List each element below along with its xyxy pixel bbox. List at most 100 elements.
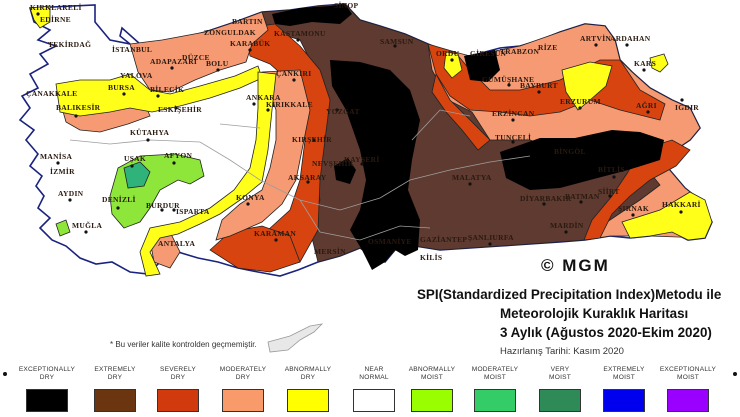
map-title-line1: SPI(Standardized Precipitation Index)Met… (417, 287, 722, 302)
svg-text:ANTALYA: ANTALYA (158, 239, 196, 248)
legend-item-severely-dry: SEVERELY DRY (146, 366, 210, 412)
svg-text:NEVŞEHİR: NEVŞEHİR (312, 158, 354, 168)
svg-text:MERSİN: MERSİN (314, 246, 346, 256)
legend-item-exceptionally-moist: EXCEPTIONALLY MOIST (656, 366, 720, 412)
svg-text:SAMSUN: SAMSUN (380, 37, 414, 46)
legend: EXCEPTIONALLY DRY EXTREMELY DRY SEVERELY DR… (0, 366, 740, 417)
svg-text:UŞAK: UŞAK (124, 154, 146, 163)
zone-abnormally-dry-hakkari (621, 191, 713, 241)
svg-text:AFYON: AFYON (164, 151, 192, 160)
svg-text:TRABZON: TRABZON (500, 47, 539, 56)
svg-text:ARTVİN: ARTVİN (580, 33, 611, 43)
svg-text:KARAMAN: KARAMAN (254, 229, 296, 238)
legend-bullet-right (733, 372, 737, 376)
svg-text:MARDİN: MARDİN (550, 220, 584, 230)
svg-text:BOLU: BOLU (206, 59, 229, 68)
legend-item-moderately-dry: MODERATELY DRY (211, 366, 275, 412)
svg-text:OSMANİYE: OSMANİYE (368, 236, 412, 246)
svg-text:GİRESUN: GİRESUN (470, 48, 507, 58)
map-title-line2: Meteorolojik Kuraklık Haritası (500, 306, 689, 321)
svg-text:DİYARBAKIR: DİYARBAKIR (520, 193, 572, 203)
legend-swatch (603, 389, 645, 412)
cyprus-island (267, 323, 324, 353)
svg-text:DENİZLİ: DENİZLİ (102, 194, 136, 204)
legend-item-abnormally-moist: ABNORMALLY MOIST (400, 366, 464, 412)
svg-text:ISPARTA: ISPARTA (176, 207, 210, 216)
zone-exceptionally-dry-trabzon (464, 50, 500, 82)
zone-exceptionally-dry-central (330, 60, 420, 270)
svg-text:BARTIN: BARTIN (232, 17, 263, 26)
legend-swatch (222, 389, 264, 412)
svg-text:BATMAN: BATMAN (565, 192, 600, 201)
svg-text:ESKİŞEHİR: ESKİŞEHİR (158, 104, 202, 114)
svg-text:KIRIKKALE: KIRIKKALE (266, 100, 313, 109)
legend-swatch (287, 389, 329, 412)
zone-exceptionally-dry-sinop (272, 4, 352, 26)
zone-abnormally-dry-thrace (29, 5, 51, 29)
svg-text:MANİSA: MANİSA (40, 151, 73, 161)
svg-text:AĞRI: AĞRI (636, 100, 657, 110)
svg-text:ANKARA: ANKARA (246, 93, 281, 102)
svg-text:TEKİRDAĞ: TEKİRDAĞ (48, 39, 91, 49)
zone-abnormally-dry-ordu (443, 51, 463, 79)
legend-item-moderately-moist: MODERATELY MOIST (463, 366, 527, 412)
legend-item-abnormally-dry: ABNORMALLY DRY (276, 366, 340, 412)
region-boundary-lines (69, 109, 531, 241)
svg-text:KİLİS: KİLİS (420, 252, 442, 262)
svg-text:GÜMÜŞHANE: GÜMÜŞHANE (482, 75, 534, 84)
svg-text:KIRKLARELİ: KIRKLARELİ (30, 2, 82, 12)
svg-text:ARDAHAN: ARDAHAN (610, 34, 651, 43)
svg-text:MALATYA: MALATYA (452, 173, 492, 182)
prepared-date: Hazırlanış Tarihi: Kasım 2020 (500, 346, 624, 357)
legend-item-near-normal: NEAR NORMAL (342, 366, 406, 412)
svg-text:BİNGÖL: BİNGÖL (554, 146, 586, 156)
svg-text:YALOVA: YALOVA (120, 71, 153, 80)
svg-text:ERZURUM: ERZURUM (560, 97, 601, 106)
zone-severely-dry-northeast (427, 43, 666, 121)
quality-control-note: * Bu veriler kalite kontrolden geçmemişt… (110, 340, 257, 349)
legend-swatch (474, 389, 516, 412)
zone-abnormally-moist-mugla (55, 219, 71, 237)
legend-item-extremely-moist: EXTREMELY MOIST (592, 366, 656, 412)
legend-swatch (26, 389, 68, 412)
svg-text:KASTAMONU: KASTAMONU (274, 29, 326, 38)
legend-swatch (411, 389, 453, 412)
svg-text:İSTANBUL: İSTANBUL (112, 44, 152, 54)
svg-text:BURSA: BURSA (108, 83, 135, 92)
svg-text:BİLECİK: BİLECİK (150, 84, 184, 94)
svg-text:EDİRNE: EDİRNE (40, 14, 71, 24)
svg-text:YOZGAT: YOZGAT (326, 107, 360, 116)
zone-severely-dry-erzincan-belt (431, 72, 491, 151)
legend-swatch (539, 389, 581, 412)
zone-abnormally-dry-ankara-ring (139, 71, 277, 277)
svg-text:ERZİNCAN: ERZİNCAN (492, 108, 535, 118)
svg-text:ORDU: ORDU (436, 49, 460, 58)
zone-moderately-dry-central (215, 69, 311, 241)
zone-exceptionally-dry-east (500, 130, 664, 190)
svg-text:GAZİANTEP: GAZİANTEP (420, 234, 467, 244)
svg-text:KONYA: KONYA (236, 193, 265, 202)
svg-text:ÇANAKKALE: ÇANAKKALE (26, 89, 77, 98)
legend-item-exceptionally-dry: EXCEPTIONALLY DRY (15, 366, 79, 412)
legend-swatch (667, 389, 709, 412)
svg-text:ŞIRNAK: ŞIRNAK (618, 204, 649, 213)
svg-text:KAYSERİ: KAYSERİ (344, 154, 380, 164)
svg-text:KIRŞEHİR: KIRŞEHİR (292, 134, 332, 144)
zone-moderately-moist (123, 161, 151, 189)
svg-text:BAYBURT: BAYBURT (520, 81, 558, 90)
svg-text:ZONGULDAK: ZONGULDAK (204, 28, 256, 37)
city-markers: KIRKLARELİ EDİRNE TEKİRDAĞ İSTANBUL ÇANA… (26, 0, 700, 262)
svg-text:TUNCELİ: TUNCELİ (495, 132, 531, 142)
svg-text:SİNOP: SİNOP (334, 0, 359, 10)
legend-swatch (94, 389, 136, 412)
zone-exceptionally-dry-nevsehir (334, 158, 356, 184)
svg-text:AYDIN: AYDIN (58, 189, 84, 198)
svg-text:AKSARAY: AKSARAY (288, 173, 327, 182)
legend-item-extremely-dry: EXTREMELY DRY (83, 366, 147, 412)
mgm-watermark: © MGM (541, 256, 610, 275)
svg-text:BURDUR: BURDUR (146, 201, 180, 210)
svg-text:KÜTAHYA: KÜTAHYA (130, 128, 169, 137)
zone-abnormally-dry-kars (649, 53, 669, 73)
legend-bullet-left (3, 372, 7, 376)
legend-swatch (353, 389, 395, 412)
